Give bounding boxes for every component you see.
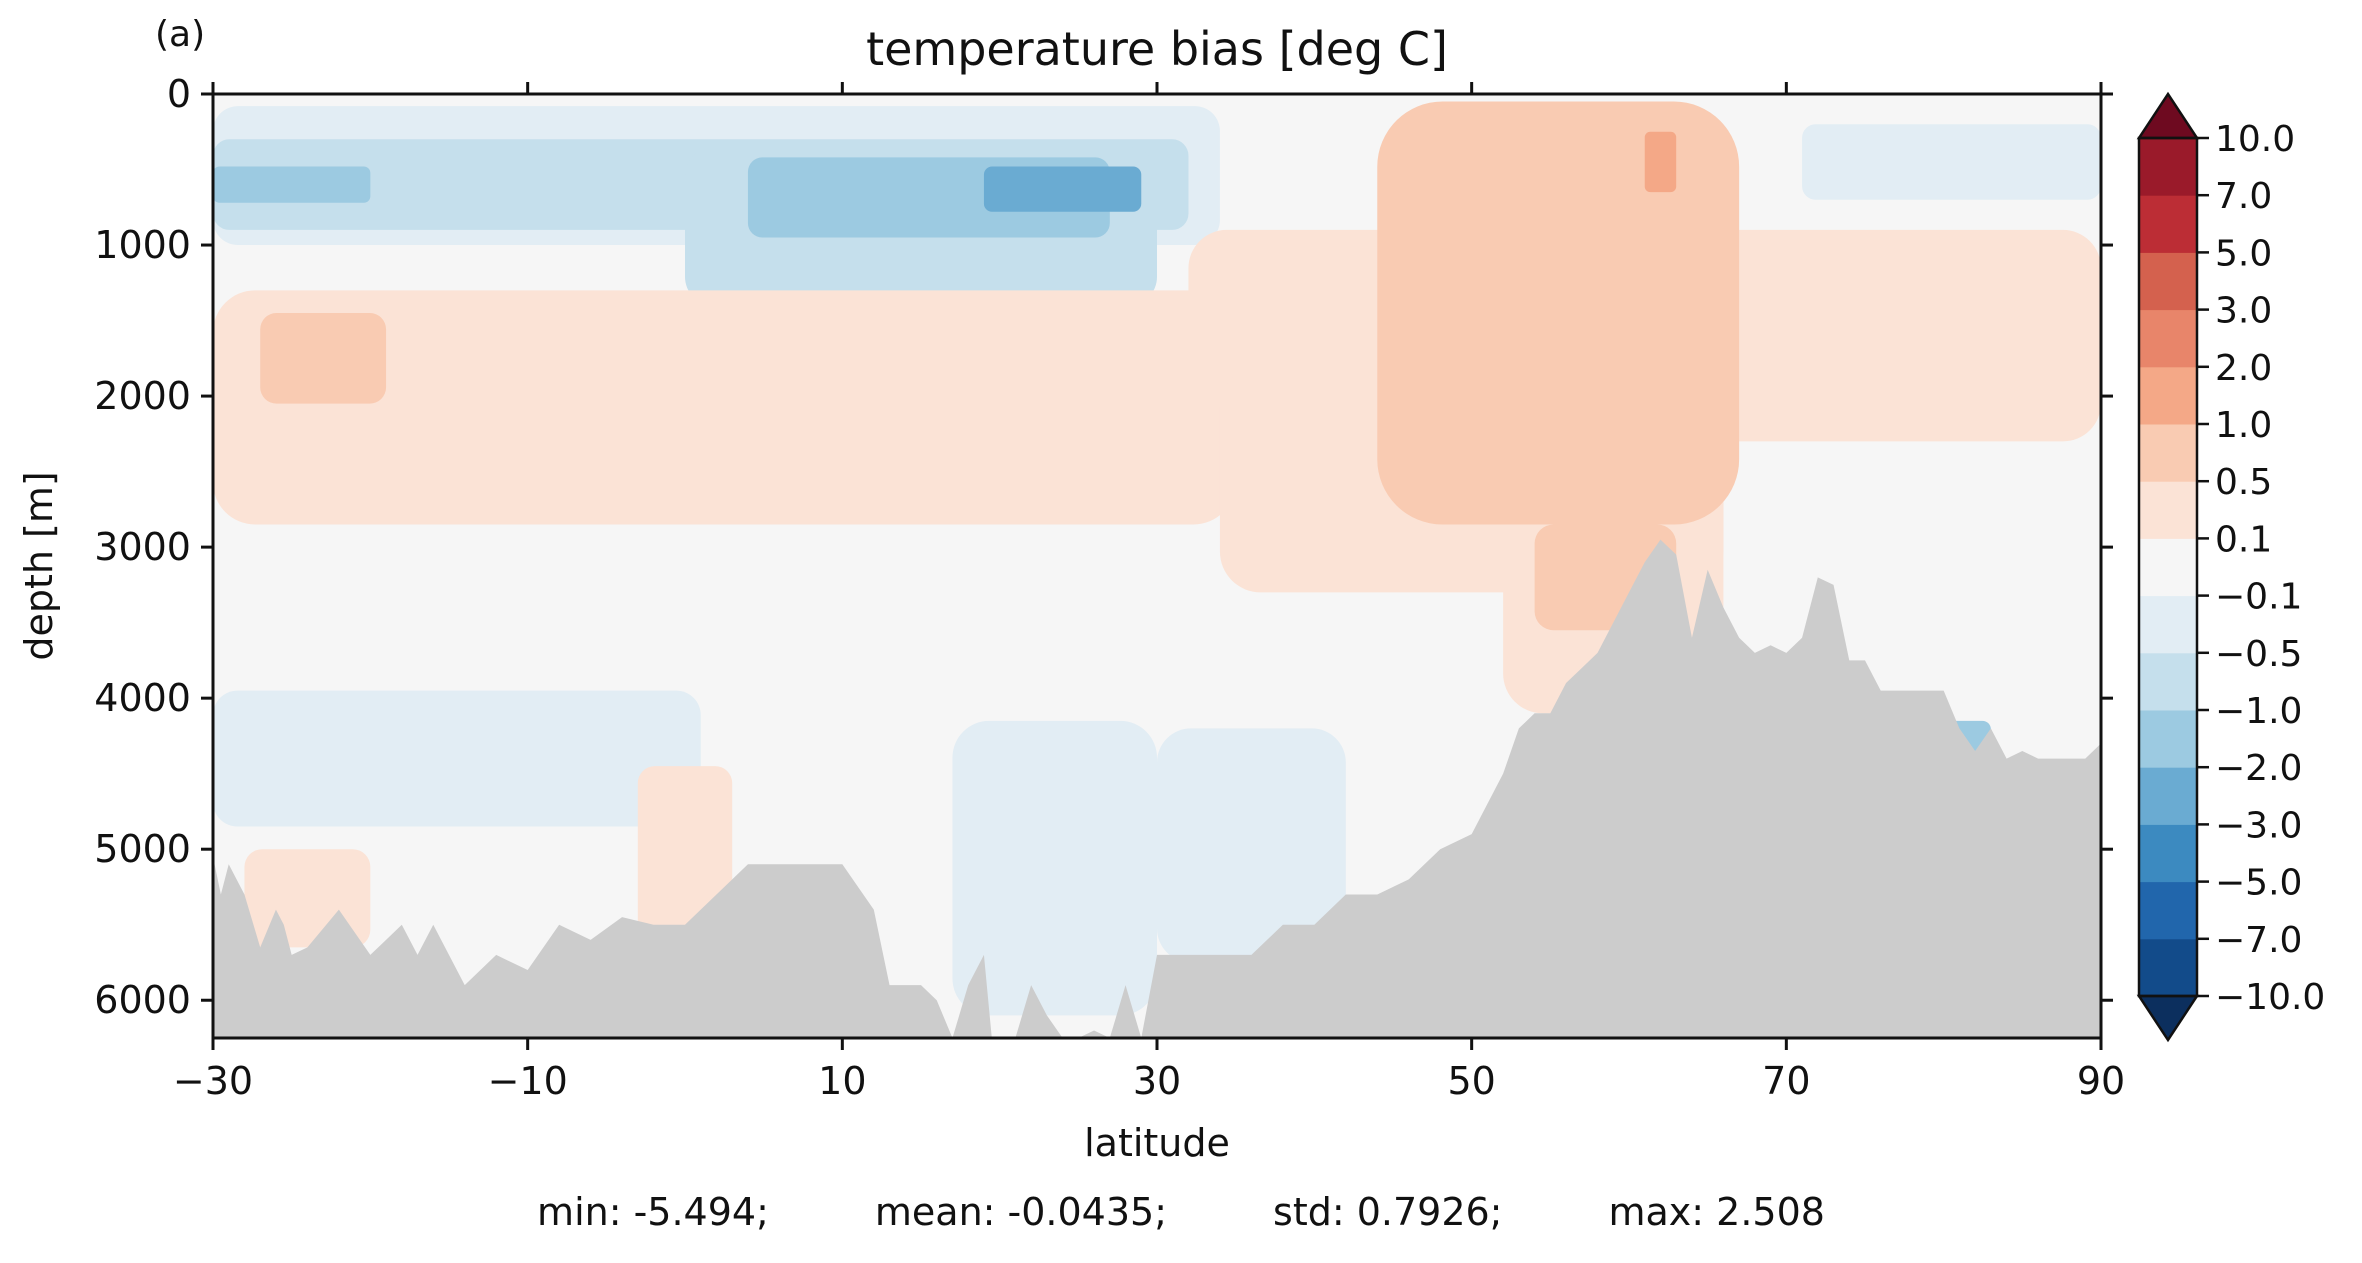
stat-mean: mean: -0.0435; [874,1190,1168,1234]
colorbar-segment [2139,538,2197,597]
x-tick-label: 70 [1762,1059,1810,1103]
colorbar-label: −5.0 [2215,863,2302,904]
y-axis-label: depth [m] [17,471,61,660]
colorbar-segment [2139,938,2197,997]
x-tick-label: 50 [1447,1059,1495,1103]
y-tick-label: 5000 [94,827,191,871]
colorbar-segment [2139,366,2197,425]
colorbar-label: −2.0 [2215,748,2302,789]
y-tick-label: 6000 [94,978,191,1022]
chart: (a) temperature bias [deg C] −30 −10 10 30 5… [17,14,2325,1165]
bias-region [260,313,387,404]
colorbar-label: 10.0 [2215,119,2295,160]
x-tick-label: −30 [173,1059,253,1103]
bias-region [1802,124,2101,200]
y-tick-label: 0 [167,72,191,116]
colorbar-label: 2.0 [2215,348,2272,389]
colorbar-segment [2139,652,2197,711]
bias-region [213,690,701,827]
y-tick-label: 4000 [94,676,191,720]
x-tick-label: 10 [818,1059,866,1103]
colorbar-segment [2139,424,2197,482]
x-tick-label: −10 [488,1059,568,1103]
bias-regions [213,94,2101,1038]
bias-region [983,166,1142,212]
colorbar-extend-low [2136,994,2200,1043]
colorbar-segment [2139,824,2197,883]
x-axis-label: latitude [1084,1121,1230,1165]
chart-title: temperature bias [deg C] [866,22,1448,76]
colorbar-segment [2139,138,2197,196]
bias-region [637,766,733,948]
colorbar-label: −7.0 [2215,920,2302,961]
bias-region [952,720,1157,1016]
summary-statistics: min: -5.494; mean: -0.0435; std: 0.7926;… [0,1190,2362,1234]
colorbar-label: −0.5 [2215,634,2302,675]
colorbar-segment [2139,309,2197,368]
bias-region [213,290,1236,525]
colorbar-label: 0.5 [2215,462,2272,503]
colorbar-label: 3.0 [2215,291,2272,332]
colorbar-label: 1.0 [2215,405,2272,446]
y-tick-label: 1000 [94,223,191,267]
bias-region [1377,101,1740,525]
colorbar-extend-high [2136,91,2200,140]
stat-std: std: 0.7926; [1273,1190,1503,1234]
panel-label: (a) [155,14,205,55]
colorbar-segment [2139,710,2197,768]
colorbar-label: 7.0 [2215,176,2272,217]
bias-region [1644,131,1677,193]
y-tick-label: 3000 [94,525,191,569]
colorbar-segment [2139,881,2197,940]
x-tick-label: 90 [2077,1059,2125,1103]
plot-area [213,94,2101,1038]
colorbar-segment [2139,252,2197,311]
colorbar-label: −10.0 [2215,977,2325,1018]
x-tick-label: 30 [1133,1059,1181,1103]
colorbar-segment [2139,595,2197,654]
stat-min: min: -5.494; [537,1190,769,1234]
colorbar-label: −0.1 [2215,577,2302,618]
bias-region [213,166,371,203]
colorbar-label: −3.0 [2215,805,2302,846]
y-tick-label: 2000 [94,374,191,418]
colorbar: −10.0 −7.0 −5.0 −3.0 −2.0 −1.0 −0.5 −0.1 0.1 0.5 1… [2136,91,2325,1043]
y-axis: 0 1000 2000 3000 4000 5000 6000 [94,72,2113,1022]
colorbar-label: 5.0 [2215,233,2272,274]
bathymetry-land [213,539,2101,1038]
colorbar-segment [2139,481,2197,539]
colorbar-frame [2137,136,2199,998]
colorbar-segment [2139,195,2197,253]
colorbar-segment [2139,767,2197,825]
colorbar-label: −1.0 [2215,691,2302,732]
stat-max: max: 2.508 [1608,1190,1825,1234]
bias-region [1157,728,1346,963]
x-axis: −30 −10 10 30 50 70 90 [173,82,2125,1103]
colorbar-label: 0.1 [2215,519,2272,560]
